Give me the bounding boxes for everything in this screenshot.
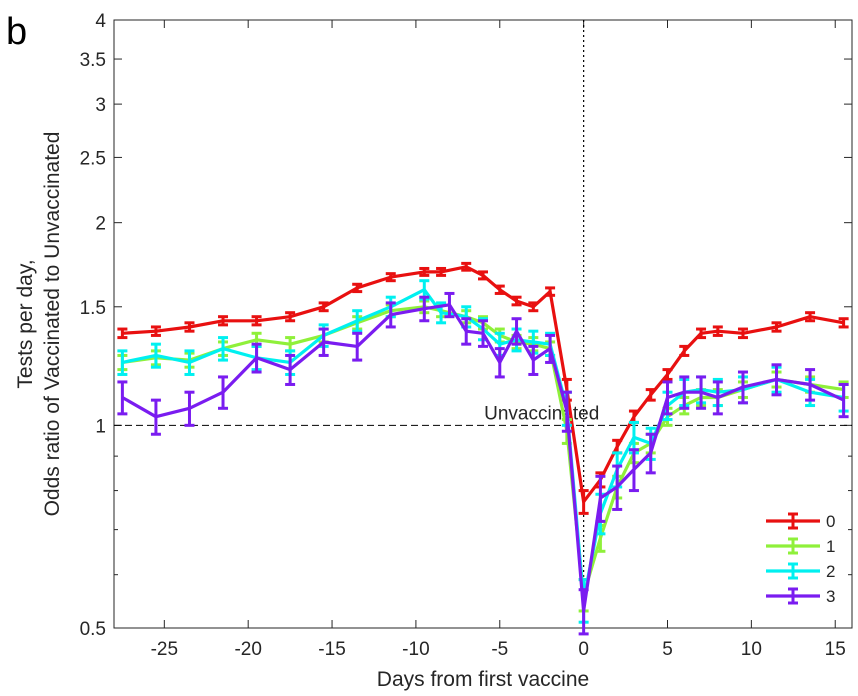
error-bar — [679, 344, 690, 357]
y-tick-label: 3 — [95, 95, 106, 116]
error-bar — [628, 448, 639, 493]
error-bar — [184, 321, 195, 333]
error-bar — [645, 388, 656, 402]
series-layer — [117, 261, 849, 636]
x-axis-label: Days from first vaccine — [377, 668, 589, 691]
legend-label: 1 — [826, 537, 835, 556]
error-bar — [545, 333, 556, 364]
error-bar — [545, 286, 556, 297]
error-bar — [838, 382, 849, 419]
error-bar — [511, 317, 522, 346]
error-bar — [461, 317, 472, 346]
error-bar — [251, 342, 262, 374]
y-tick-label: 1 — [95, 416, 106, 437]
series-0 — [117, 261, 849, 515]
error-bar — [218, 375, 229, 410]
error-bar — [150, 398, 161, 436]
panel-label: b — [6, 11, 27, 53]
error-bar — [712, 380, 723, 416]
legend-item-2: 2 — [766, 562, 835, 581]
y-tick-label: 1.5 — [80, 298, 106, 319]
error-bar — [511, 295, 522, 307]
y-tick-label: 0.5 — [80, 619, 106, 640]
y-tick-label: 2.5 — [80, 148, 106, 169]
series-3 — [117, 291, 849, 636]
legend-label: 2 — [826, 562, 835, 581]
error-bar — [117, 380, 128, 416]
legend-label: 0 — [826, 512, 835, 531]
error-bar — [578, 489, 589, 515]
error-bar — [461, 261, 472, 272]
error-bar — [528, 301, 539, 313]
error-bar — [218, 336, 229, 362]
error-bar — [771, 363, 782, 397]
error-bar — [712, 325, 723, 337]
y-tick-label: 4 — [95, 11, 106, 32]
y-tick-label: 2 — [95, 214, 106, 235]
error-bar — [578, 588, 589, 636]
error-bar — [117, 349, 128, 376]
error-bar — [352, 282, 363, 294]
error-bar — [478, 319, 488, 348]
error-bar — [662, 368, 673, 381]
y-tick-label: 3.5 — [80, 50, 106, 71]
error-bar — [771, 321, 782, 333]
error-bar — [737, 370, 748, 405]
error-bar — [150, 325, 161, 337]
error-bar — [251, 315, 262, 327]
error-bar — [318, 301, 329, 313]
x-tick-label: -5 — [491, 639, 508, 660]
error-bar — [385, 272, 396, 283]
error-bar — [612, 464, 623, 511]
x-tick-label: 10 — [741, 639, 762, 660]
error-bar — [150, 342, 161, 369]
error-bar — [696, 327, 707, 340]
x-tick-label: 5 — [662, 639, 673, 660]
error-bar — [478, 270, 488, 281]
error-bar — [805, 368, 816, 402]
legend: 0 1 2 3 — [766, 512, 835, 606]
x-tick-label: 15 — [825, 639, 846, 660]
legend-item-0: 0 — [766, 512, 835, 531]
error-bar — [184, 349, 195, 376]
error-bar — [436, 266, 447, 277]
error-bar — [662, 380, 673, 416]
error-bar — [737, 327, 748, 340]
error-bar — [419, 266, 430, 277]
error-bar — [494, 284, 505, 295]
y-axis-label-line1: Tests per day, — [14, 259, 37, 388]
error-bar — [494, 347, 505, 379]
legend-item-3: 3 — [766, 587, 835, 606]
error-bar — [352, 309, 363, 333]
legend-label: 3 — [826, 587, 835, 606]
y-axis-label-line2: Odds ratio of Vaccinated to Unvaccinated — [41, 132, 64, 517]
error-bar — [318, 327, 329, 357]
error-bar — [285, 353, 296, 386]
error-bar — [528, 344, 539, 376]
error-bar — [352, 331, 363, 362]
error-bar — [838, 317, 849, 329]
error-bar — [679, 375, 690, 410]
x-tick-label: -15 — [318, 639, 345, 660]
legend-item-1: 1 — [766, 537, 835, 556]
x-tick-label: -10 — [402, 639, 429, 660]
x-tick-label: -20 — [234, 639, 261, 660]
error-bar — [419, 295, 430, 323]
error-bar — [561, 390, 572, 433]
x-tick-label: 0 — [578, 639, 589, 660]
error-bar — [218, 315, 229, 327]
error-bar — [444, 291, 455, 319]
error-bar — [385, 301, 396, 329]
error-bar — [184, 390, 195, 427]
error-bar — [285, 311, 296, 323]
error-bar — [595, 474, 606, 523]
error-bar — [805, 311, 816, 323]
reference-line-label: Unvaccinated — [484, 403, 599, 424]
x-tick-label: -25 — [151, 639, 178, 660]
error-bar — [117, 327, 128, 340]
error-bar — [645, 432, 656, 475]
error-bar — [696, 375, 707, 410]
